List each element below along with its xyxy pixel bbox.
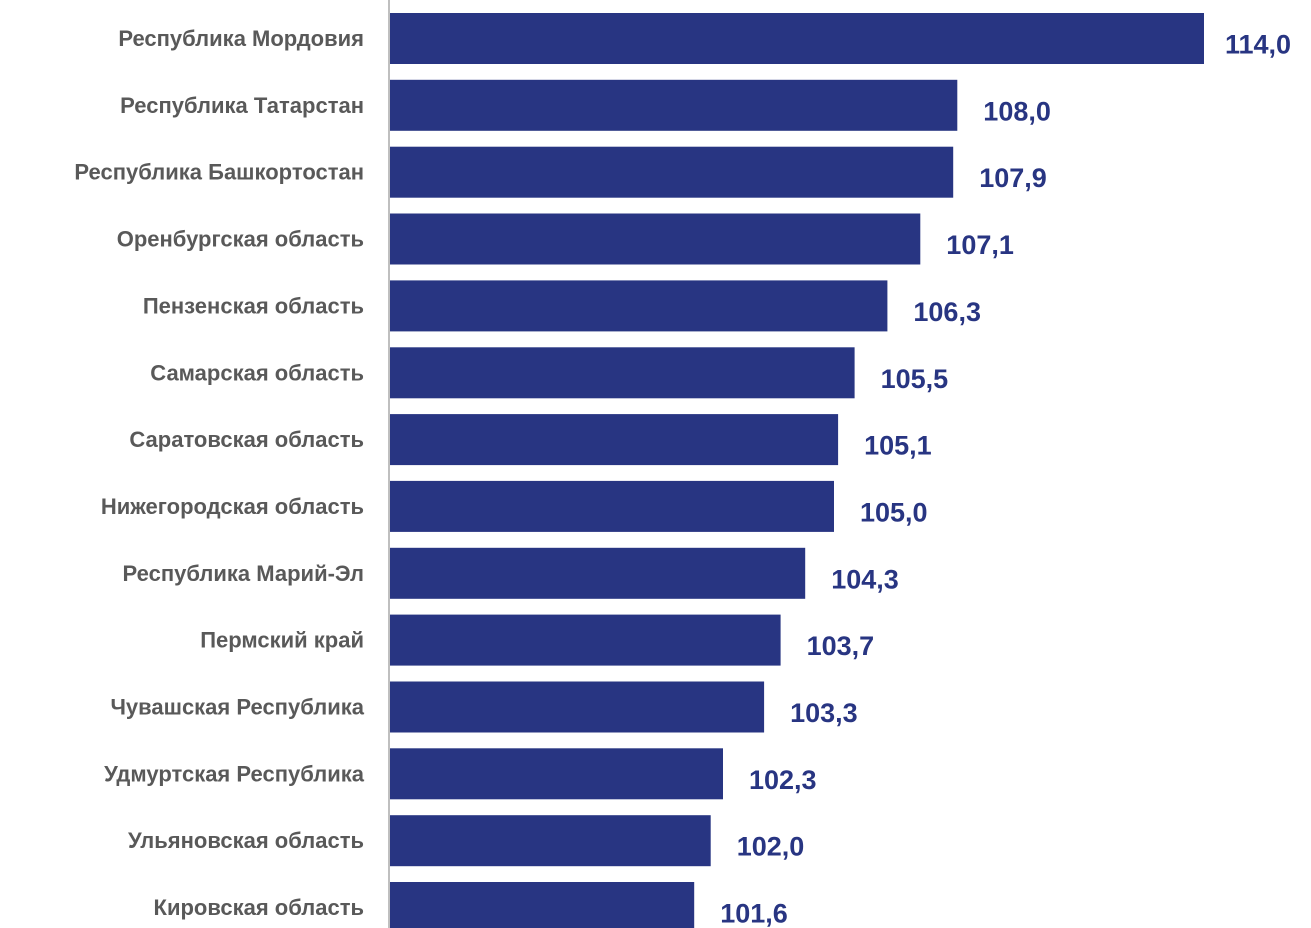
bar [390, 347, 855, 399]
category-label: Республика Татарстан [120, 93, 364, 118]
category-label: Республика Марий-Эл [123, 561, 364, 586]
value-label: 108,0 [983, 96, 1051, 126]
category-label: Удмуртская Республика [104, 761, 365, 786]
category-label: Ульяновская область [128, 828, 364, 853]
bar [390, 614, 781, 666]
bar [390, 547, 806, 599]
category-label: Оренбургская область [117, 227, 364, 252]
bar [390, 815, 711, 867]
value-label: 114,0 [1225, 30, 1291, 60]
value-label: 104,3 [831, 564, 899, 594]
bar [390, 882, 695, 928]
value-label: 106,3 [913, 297, 981, 327]
bar [390, 280, 888, 332]
value-label: 103,3 [790, 698, 858, 728]
bar [390, 681, 765, 733]
bar [390, 480, 834, 532]
category-label: Пензенская область [143, 293, 364, 318]
value-label: 105,1 [864, 431, 932, 461]
value-labels-group: 114,0 108,0 107,9 107,1 106,3 105,5 105,1 105,0… [720, 30, 1291, 928]
category-label: Самарская область [150, 360, 364, 385]
bar [390, 414, 839, 466]
category-label: Пермский край [200, 628, 364, 653]
category-labels-group: Республика Мордовия Республика Татарстан Р… [74, 26, 364, 920]
bar [390, 146, 954, 198]
value-label: 102,3 [749, 765, 817, 795]
bar [390, 213, 921, 265]
value-label: 105,0 [860, 497, 928, 527]
value-label: 107,9 [979, 163, 1047, 193]
value-label: 103,7 [807, 631, 875, 661]
category-label: Нижегородская область [101, 494, 364, 519]
category-label: Саратовская область [129, 427, 364, 452]
category-label: Республика Мордовия [118, 26, 364, 51]
value-label: 102,0 [737, 832, 805, 862]
category-label: Чувашская Республика [110, 695, 364, 720]
bars-group [390, 13, 1204, 928]
category-label: Кировская область [154, 895, 364, 920]
category-label: Республика Башкортостан [74, 160, 364, 185]
value-label: 107,1 [946, 230, 1014, 260]
value-label: 105,5 [881, 364, 949, 394]
bar [390, 13, 1204, 64]
value-label: 101,6 [720, 899, 788, 928]
bar [390, 748, 723, 800]
bar [390, 79, 958, 131]
